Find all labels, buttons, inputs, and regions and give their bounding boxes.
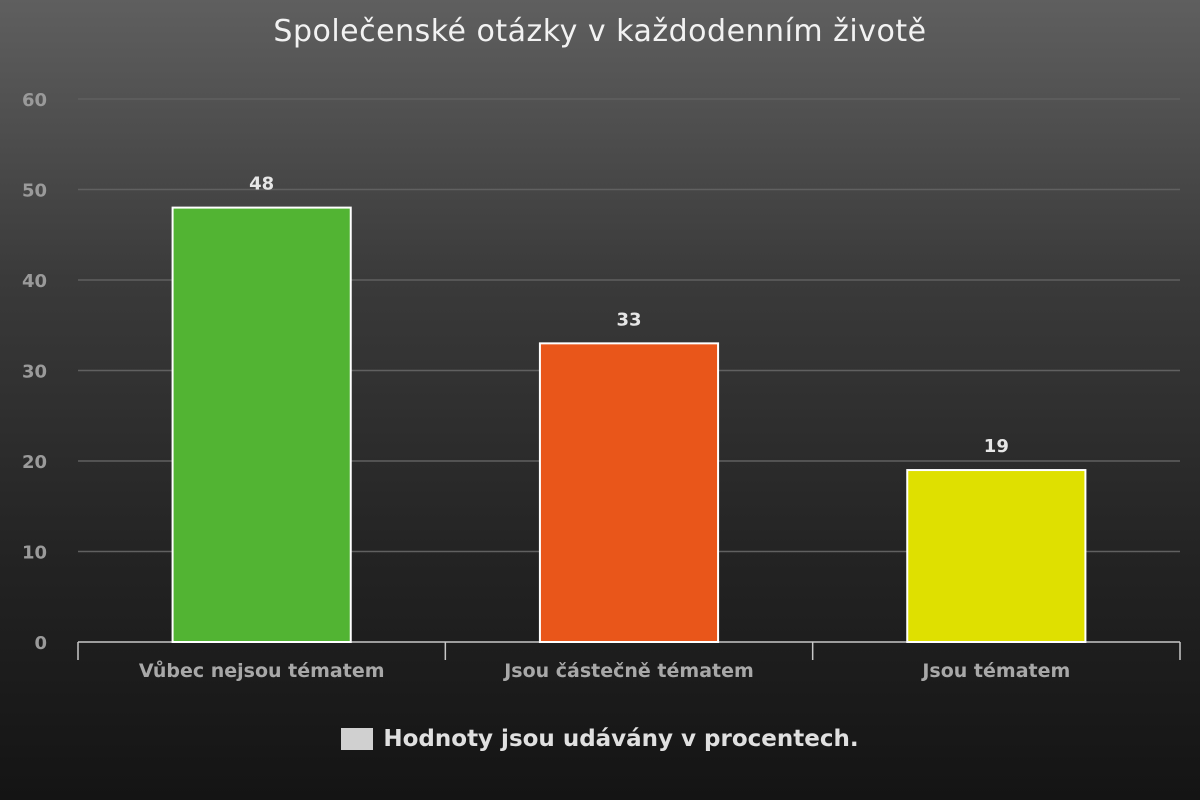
axes (77, 641, 1181, 660)
bar-3 (906, 469, 1087, 643)
bars (171, 206, 1087, 643)
legend[interactable]: Hodnoty jsou udávány v procentech. (0, 726, 1200, 752)
data-label: 33 (616, 309, 641, 330)
bar-1 (171, 206, 352, 643)
x-tick-label: Jsou tématem (920, 660, 1070, 682)
y-tick-label: 10 (22, 543, 47, 564)
bar-2 (538, 342, 720, 643)
chart-title: Společenské otázky v každodenním životě (273, 14, 927, 49)
legend-swatch (341, 728, 374, 750)
data-label: 48 (249, 174, 274, 195)
y-tick-label: 60 (22, 90, 47, 111)
y-tick-label: 30 (22, 362, 47, 383)
legend-label: Hodnoty jsou udávány v procentech. (383, 726, 859, 752)
y-tick-label: 40 (22, 271, 47, 292)
data-label: 19 (984, 436, 1009, 457)
y-tick-label: 0 (34, 633, 47, 654)
labels: 0 10 20 30 40 50 60 48 Vůbec nejsou tématem 33 Jso… (22, 90, 1070, 682)
x-tick-label: Jsou částečně tématem (502, 660, 754, 682)
y-tick-label: 20 (22, 452, 47, 473)
x-tick-label: Vůbec nejsou tématem (139, 659, 385, 682)
y-tick-label: 50 (22, 181, 47, 202)
